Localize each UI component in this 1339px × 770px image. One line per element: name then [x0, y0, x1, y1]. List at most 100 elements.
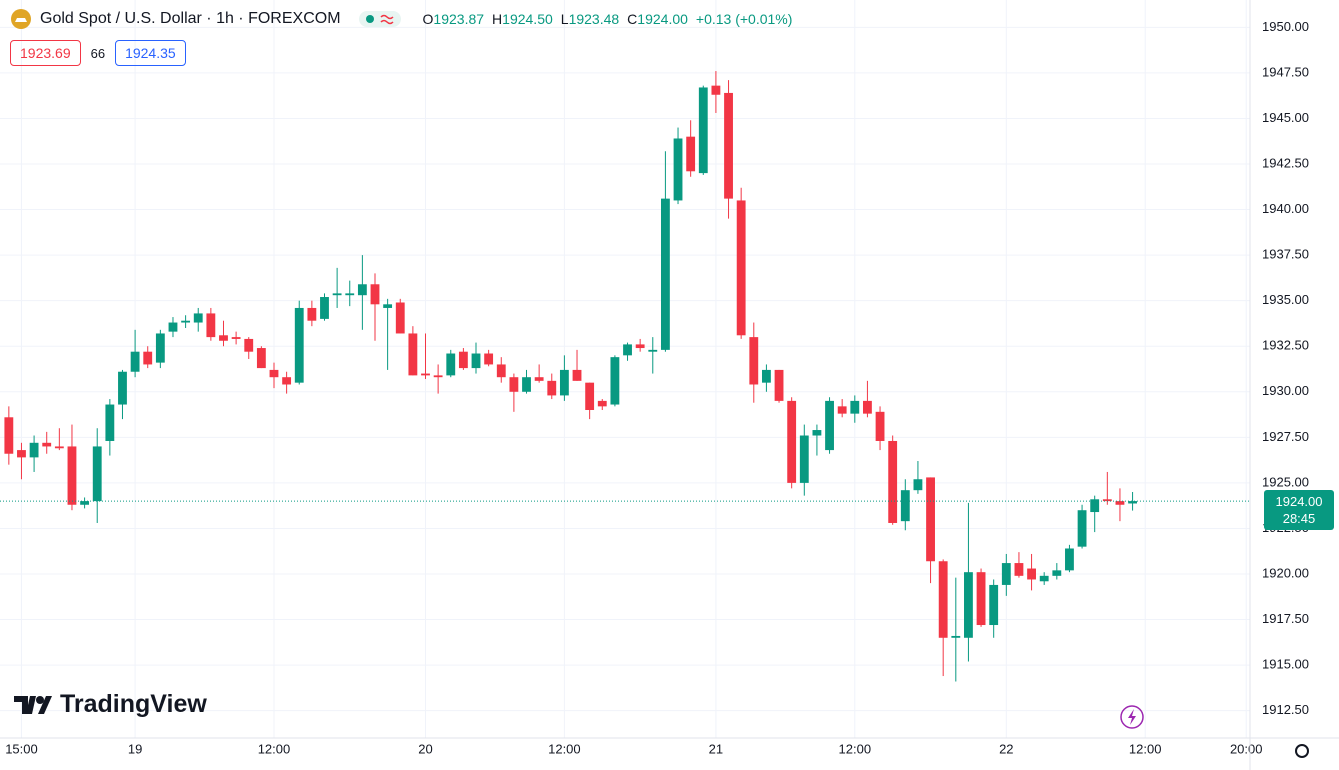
- status-pill[interactable]: [358, 11, 401, 27]
- candle-body: [42, 442, 52, 447]
- x-tick-label: 22: [999, 741, 1013, 756]
- candle-body: [1128, 501, 1137, 504]
- candle-body: [1027, 568, 1036, 580]
- candle-body: [67, 446, 77, 505]
- close-stat: C1924.00: [627, 11, 688, 27]
- symbol-icon: [11, 9, 31, 29]
- candle-body: [219, 335, 228, 341]
- candle-body: [547, 380, 557, 396]
- candle-body: [585, 382, 595, 410]
- candle-body: [976, 572, 986, 626]
- candle-body: [534, 377, 544, 381]
- candle-body: [332, 293, 342, 296]
- candle-body: [269, 369, 279, 378]
- y-tick-label: 1950.00: [1262, 19, 1309, 34]
- candle-body: [572, 369, 582, 381]
- bid-ask: 1923.69 66 1924.35: [10, 40, 186, 66]
- candle-body: [484, 353, 494, 365]
- settings-icon[interactable]: [1295, 744, 1309, 758]
- candle-body: [736, 200, 746, 336]
- flash-icon[interactable]: [1120, 705, 1144, 729]
- candle-body: [787, 400, 797, 483]
- x-tick-label: 20: [418, 741, 432, 756]
- y-tick-label: 1935.00: [1262, 292, 1309, 307]
- candle-body: [761, 369, 771, 383]
- candle-body: [4, 417, 14, 454]
- stat-key: L: [560, 11, 569, 27]
- candle-body: [471, 353, 481, 369]
- candle-body: [282, 377, 292, 385]
- candle-body: [446, 353, 456, 376]
- candle-body: [711, 85, 721, 95]
- candle-body: [496, 364, 506, 378]
- ask[interactable]: 1924.35: [115, 40, 186, 66]
- candle-body: [938, 561, 948, 638]
- candle-body: [1039, 575, 1049, 582]
- candle-body: [130, 351, 140, 372]
- candle-body: [370, 284, 380, 305]
- y-tick-label: 1925.00: [1262, 474, 1309, 489]
- candle-body: [522, 377, 531, 392]
- x-tick-label: 12:00: [258, 741, 291, 756]
- candle-body: [395, 302, 405, 334]
- candle-body: [1052, 570, 1062, 576]
- y-tick-label: 1920.00: [1262, 565, 1309, 580]
- candle-body: [749, 337, 759, 385]
- brand-icon: [14, 695, 52, 714]
- high-stat: H1924.50: [492, 11, 553, 27]
- status-dot: [365, 15, 374, 23]
- candle-body: [357, 284, 367, 296]
- x-tick-label: 19: [128, 741, 142, 756]
- candle-body: [458, 351, 468, 369]
- candle-body: [320, 297, 329, 319]
- candle-body: [989, 584, 999, 626]
- candle-body: [648, 349, 658, 352]
- candle-body: [686, 136, 696, 172]
- candle-body: [673, 138, 683, 201]
- candle-body: [307, 307, 317, 321]
- candle-body: [421, 373, 430, 376]
- change: +0.13 (+0.01%): [695, 11, 793, 27]
- candle-body: [597, 400, 607, 407]
- candle-body: [1115, 501, 1125, 505]
- y-tick-label: 1912.50: [1262, 702, 1309, 717]
- stat-key: C: [627, 11, 638, 27]
- candle-body: [1102, 499, 1112, 502]
- status-wave: [380, 14, 394, 25]
- candle-body: [964, 572, 973, 638]
- candle-body: [155, 333, 165, 363]
- candle-body: [1014, 563, 1024, 576]
- candle-body: [660, 198, 670, 350]
- spread: 66: [90, 45, 106, 61]
- candle-body: [105, 404, 115, 441]
- candle-body: [951, 635, 961, 638]
- ohlc: O1923.87 H1924.50 L1923.48 C1924.00 +0.1…: [423, 11, 793, 27]
- candle-body: [913, 479, 923, 491]
- x-tick-label: 20:00: [1230, 741, 1263, 756]
- candle-body: [143, 351, 153, 365]
- candle-body: [1001, 563, 1011, 585]
- candle-body: [635, 344, 645, 349]
- y-tick-label: 1945.00: [1262, 110, 1309, 125]
- candle-body: [1065, 548, 1074, 571]
- bid[interactable]: 1923.69: [10, 40, 81, 66]
- candle-body: [29, 442, 39, 458]
- x-tick-label: 12:00: [548, 741, 581, 756]
- countdown: 28:45: [1282, 511, 1316, 527]
- y-tick-label: 1927.50: [1262, 429, 1309, 444]
- brand: TradingView: [14, 690, 207, 719]
- candle-body: [559, 369, 569, 396]
- candle-body: [256, 348, 266, 369]
- y-tick-label: 1932.50: [1262, 338, 1309, 353]
- last-price-box: 1924.00 28:45: [1264, 490, 1334, 531]
- stat-key: H: [492, 11, 503, 27]
- candle-body: [92, 446, 102, 502]
- candle-body: [888, 440, 898, 523]
- candle-body: [408, 333, 418, 376]
- stat-value: 1924.50: [502, 11, 553, 27]
- y-tick-label: 1937.50: [1262, 247, 1309, 262]
- y-tick-label: 1930.00: [1262, 383, 1309, 398]
- stat-key: O: [422, 11, 434, 27]
- y-tick-label: 1940.00: [1262, 201, 1309, 216]
